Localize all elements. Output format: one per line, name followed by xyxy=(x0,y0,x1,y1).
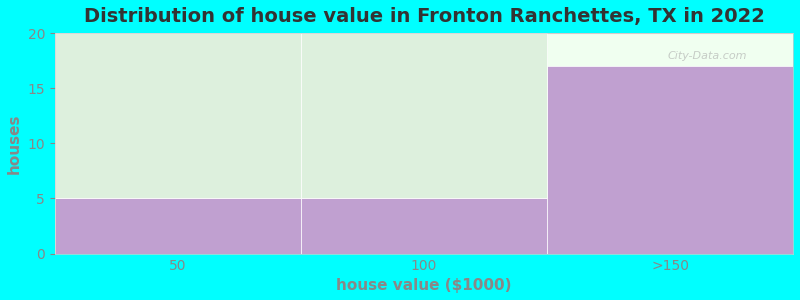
Y-axis label: houses: houses xyxy=(7,113,22,174)
Bar xyxy=(547,66,793,254)
Bar xyxy=(55,199,301,254)
Bar xyxy=(301,33,547,199)
X-axis label: house value ($1000): house value ($1000) xyxy=(336,278,512,293)
Title: Distribution of house value in Fronton Ranchettes, TX in 2022: Distribution of house value in Fronton R… xyxy=(83,7,764,26)
Bar xyxy=(55,33,301,199)
Text: City-Data.com: City-Data.com xyxy=(667,51,747,61)
Bar xyxy=(301,199,547,254)
